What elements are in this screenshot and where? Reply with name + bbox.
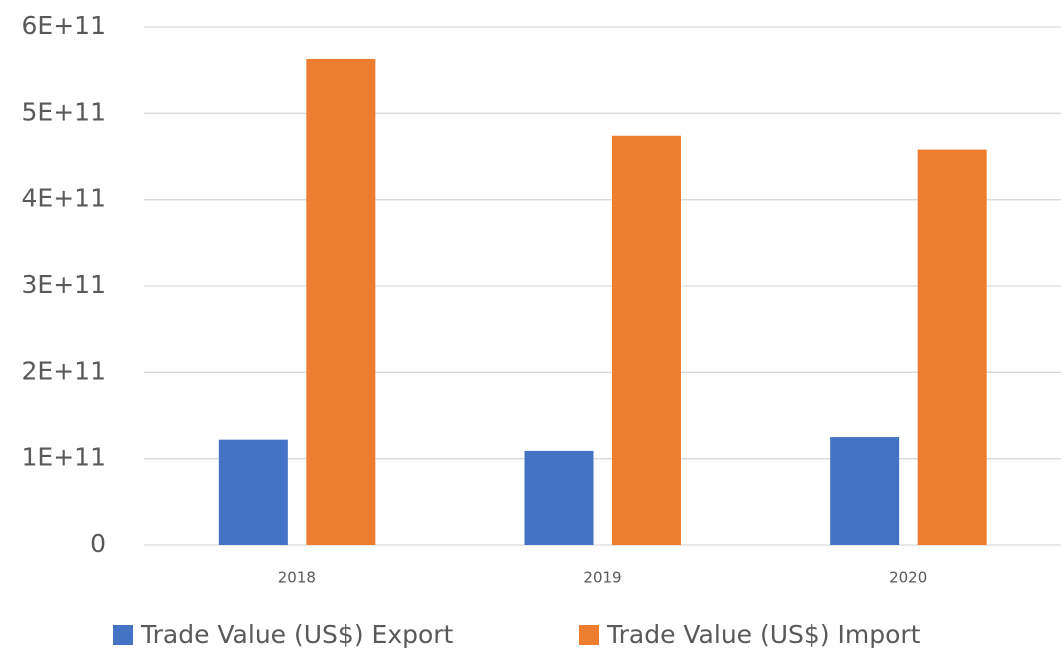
bar xyxy=(612,135,681,545)
y-tick-label: 6E+11 xyxy=(22,11,106,40)
bar xyxy=(917,149,987,546)
y-tick-label: 1E+11 xyxy=(22,443,106,472)
y-tick-label: 4E+11 xyxy=(22,184,106,213)
bar xyxy=(830,437,900,545)
legend-label: Trade Value (US$) Import xyxy=(606,620,921,649)
x-tick-label: 2018 xyxy=(278,569,316,587)
legend-swatch xyxy=(113,625,133,645)
y-tick-label: 5E+11 xyxy=(22,97,106,126)
bar xyxy=(524,450,594,545)
y-tick-label: 2E+11 xyxy=(22,356,106,385)
x-tick-label: 2019 xyxy=(583,569,621,587)
legend-swatch xyxy=(579,625,599,645)
y-tick-label: 0 xyxy=(90,529,106,558)
bar xyxy=(218,439,288,545)
bar xyxy=(306,58,376,546)
y-tick-label: 3E+11 xyxy=(22,270,106,299)
legend-label: Trade Value (US$) Export xyxy=(140,620,454,649)
x-tick-label: 2020 xyxy=(889,569,927,587)
